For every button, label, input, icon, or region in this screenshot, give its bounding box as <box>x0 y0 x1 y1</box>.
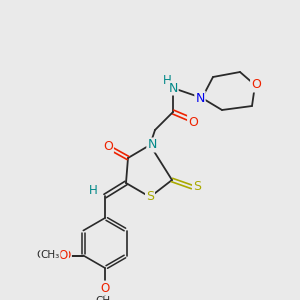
Text: O: O <box>62 249 71 262</box>
Text: H: H <box>163 74 171 88</box>
Text: N: N <box>147 139 157 152</box>
Text: H: H <box>88 184 98 197</box>
Text: N: N <box>195 92 205 104</box>
Text: O: O <box>100 281 109 295</box>
Text: S: S <box>193 181 201 194</box>
Text: N: N <box>168 82 178 94</box>
Text: O: O <box>103 140 113 152</box>
Text: O: O <box>251 79 261 92</box>
Text: CH₃: CH₃ <box>41 250 60 260</box>
Text: CH₃: CH₃ <box>95 296 115 300</box>
Text: O: O <box>188 116 198 128</box>
Text: O: O <box>59 249 68 262</box>
Text: OCH₃: OCH₃ <box>37 250 64 260</box>
Text: S: S <box>146 190 154 203</box>
